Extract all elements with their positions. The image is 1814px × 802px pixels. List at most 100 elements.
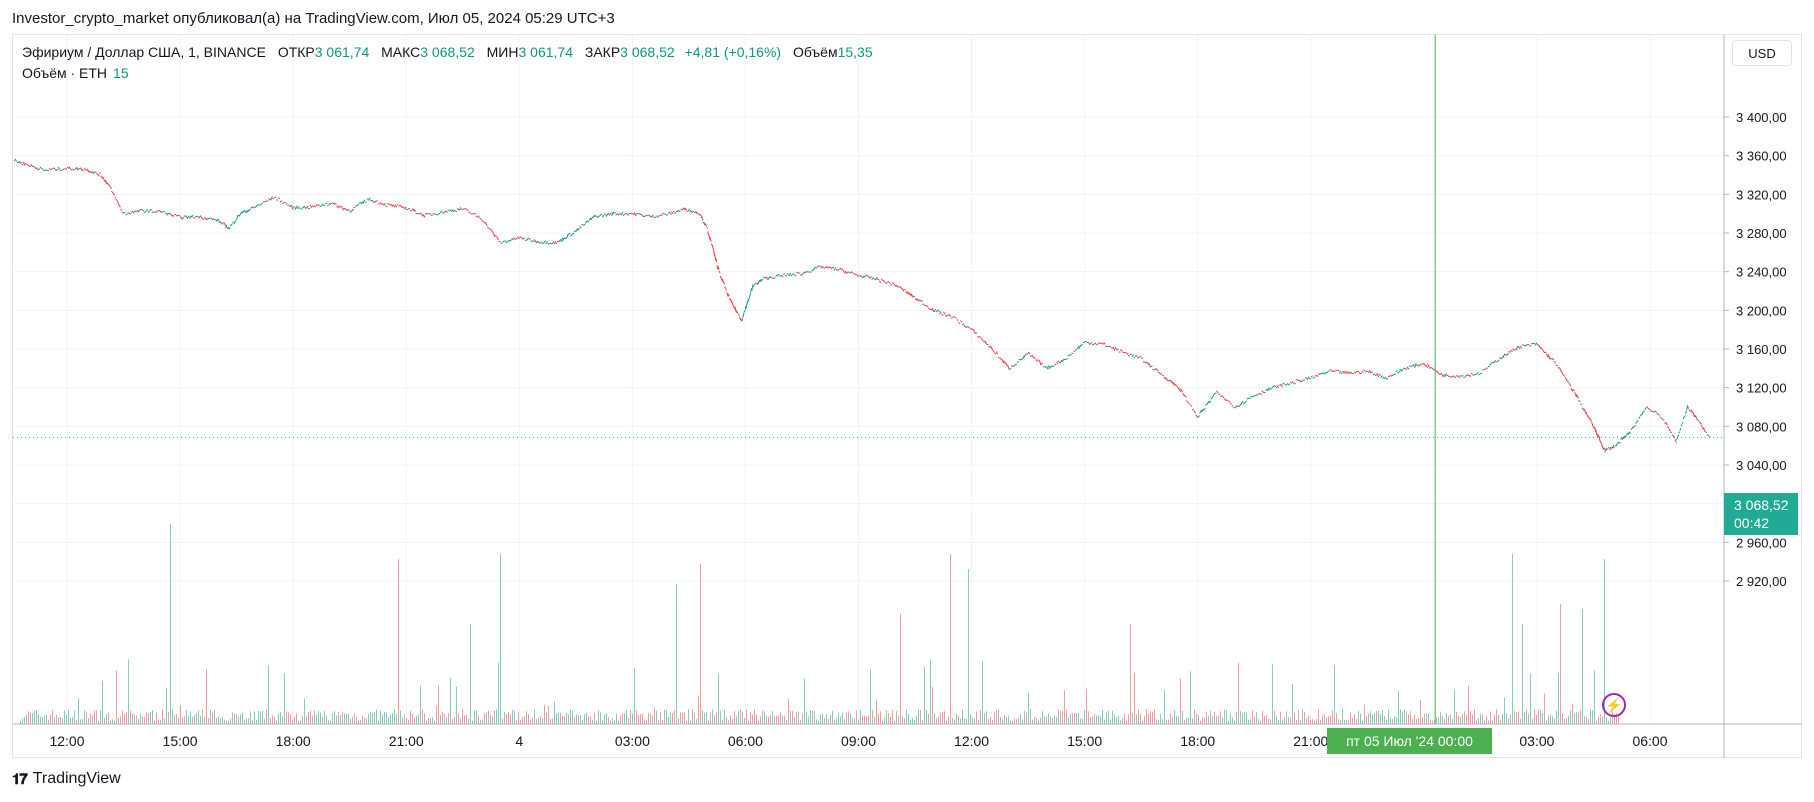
volume-bar	[1224, 709, 1225, 724]
volume-bar	[1230, 713, 1231, 724]
volume-bar	[1500, 719, 1501, 724]
price-segment	[724, 286, 727, 290]
price-segment	[824, 266, 827, 269]
price-segment	[986, 343, 989, 346]
price-segment	[844, 270, 848, 275]
volume-bar	[22, 718, 23, 724]
volume-bar	[868, 715, 869, 724]
tradingview-logo[interactable]: 𝟏𝟕 TradingView	[12, 770, 121, 788]
volume-bar	[1414, 714, 1415, 724]
volume-bar	[58, 717, 59, 724]
volume-bar	[916, 715, 917, 724]
volume-bar	[304, 698, 305, 724]
y-tick-label: 2 960,00	[1736, 535, 1787, 550]
volume-bar	[730, 715, 731, 724]
y-tick-label: 3 080,00	[1736, 419, 1787, 434]
price-segment	[626, 213, 629, 216]
volume-bar	[746, 709, 747, 724]
price-segment	[436, 213, 439, 216]
price-segment	[689, 209, 692, 213]
price-segment	[1425, 364, 1429, 368]
price-segment	[1012, 364, 1016, 367]
price-segment	[588, 217, 592, 221]
volume-bar	[526, 711, 527, 724]
price-segment	[873, 278, 876, 280]
volume-bar	[506, 713, 507, 724]
price-segment	[1489, 362, 1493, 366]
volume-bar	[1124, 713, 1125, 724]
volume-bar	[938, 716, 939, 724]
volume-bar	[1194, 709, 1195, 724]
volume-bar	[1454, 689, 1455, 724]
price-segment	[1041, 362, 1044, 365]
price-segment	[1110, 347, 1114, 349]
price-segment	[1603, 447, 1606, 450]
volume-bar	[138, 719, 139, 724]
price-segment	[933, 308, 937, 313]
volume-bar	[1330, 715, 1331, 724]
price-segment	[733, 306, 736, 310]
volume-bar	[96, 710, 97, 724]
price-segment	[609, 212, 612, 215]
price-segment	[1061, 358, 1065, 363]
volume-bar	[828, 718, 829, 724]
price-segment	[1560, 371, 1564, 376]
price-segment	[1337, 369, 1340, 372]
volume-bar	[238, 717, 239, 724]
volume-bar	[922, 719, 923, 724]
volume-bar	[1530, 673, 1531, 724]
volume-bar	[1560, 604, 1561, 724]
volume-bar	[572, 711, 573, 724]
volume-bar	[950, 554, 951, 724]
volume-bar	[1082, 718, 1083, 724]
price-segment	[219, 221, 222, 223]
price-segment	[727, 293, 730, 297]
volume-bar	[242, 712, 243, 724]
volume-bar	[586, 712, 587, 724]
volume-bar	[1116, 717, 1117, 724]
volume-bar	[1384, 716, 1385, 724]
volume-bar	[1618, 715, 1619, 724]
volume-bar	[1070, 713, 1071, 724]
price-segment	[1630, 427, 1634, 431]
volume-bar	[1390, 717, 1391, 724]
volume-bar	[1402, 712, 1403, 724]
chart-frame[interactable]	[12, 34, 1802, 758]
lightning-icon[interactable]: ⚡	[1602, 693, 1626, 717]
volume-bar	[1564, 718, 1565, 724]
price-segment	[718, 270, 721, 274]
price-segment	[294, 205, 298, 210]
currency-button[interactable]: USD	[1732, 40, 1792, 66]
price-segment	[1005, 362, 1008, 367]
volume-bar	[934, 713, 935, 724]
price-segment	[206, 217, 209, 221]
price-segment	[1071, 352, 1074, 355]
volume-bar	[548, 706, 549, 724]
volume-bar	[634, 667, 635, 724]
volume-bar	[1506, 713, 1507, 724]
volume-bar	[964, 718, 965, 724]
price-segment	[347, 209, 350, 211]
price-segment	[387, 203, 390, 205]
price-segment	[239, 211, 243, 215]
y-tick-label: 3 280,00	[1736, 226, 1787, 241]
volume-bar	[726, 717, 727, 724]
price-segment	[948, 313, 952, 317]
price-segment	[456, 207, 460, 211]
volume-bar	[486, 712, 487, 724]
volume-bar	[340, 715, 341, 724]
price-segment	[484, 221, 488, 227]
price-segment	[863, 275, 867, 278]
price-segment	[652, 216, 656, 219]
volume-bar	[1264, 715, 1265, 724]
price-segment	[1461, 375, 1464, 377]
volume-bar	[620, 715, 621, 724]
volume-bar	[1256, 712, 1257, 724]
volume-bar	[1324, 714, 1325, 724]
volume-bar	[1342, 707, 1343, 724]
price-segment	[1376, 372, 1380, 378]
price-segment	[494, 234, 497, 237]
volume-bar	[1396, 717, 1397, 724]
volume-bar	[894, 720, 895, 724]
